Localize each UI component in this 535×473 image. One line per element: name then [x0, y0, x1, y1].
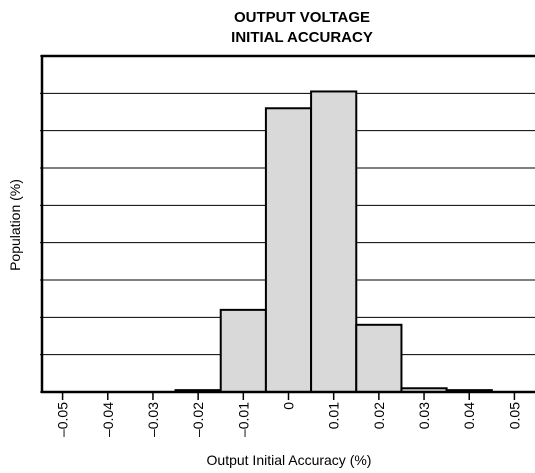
x-tick-label: –0.04 — [100, 402, 116, 437]
x-tick-label: –0.03 — [145, 402, 161, 437]
bar — [264, 107, 313, 394]
bar — [355, 323, 403, 393]
x-axis-label: Output Initial Accuracy (%) — [207, 452, 372, 468]
x-tick-label: 0.03 — [416, 402, 432, 429]
x-tick-label: –0.02 — [190, 402, 206, 437]
x-tick-label: –0.05 — [55, 402, 71, 437]
x-tick-label: 0 — [281, 402, 297, 410]
chart-title: INITIAL ACCURACY — [231, 29, 373, 46]
bar — [310, 90, 358, 393]
bar — [219, 308, 267, 393]
chart-title: OUTPUT VOLTAGE — [234, 9, 370, 26]
y-axis-label: Population (%) — [7, 179, 23, 271]
x-tick-label: –0.01 — [235, 402, 251, 437]
x-tick-label: 0.05 — [506, 402, 522, 429]
x-tick-label: 0.02 — [371, 402, 387, 429]
x-tick-label: 0.01 — [326, 402, 342, 429]
plot-frame — [40, 54, 535, 394]
x-tick-label: 0.04 — [461, 402, 477, 429]
